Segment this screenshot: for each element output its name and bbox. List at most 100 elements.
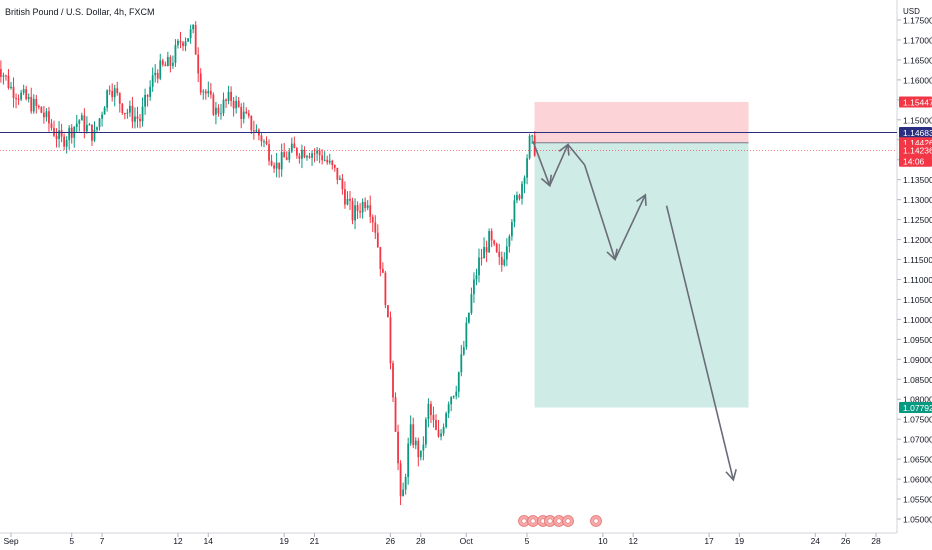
candle-down	[40, 107, 43, 113]
projection-arrows[interactable]	[532, 141, 737, 482]
candle-down	[278, 162, 281, 170]
candle-up	[467, 312, 470, 323]
candle-up	[20, 92, 23, 100]
candle-up	[242, 111, 245, 119]
candle-down	[295, 148, 298, 156]
price-tick-label: 1.10500	[903, 295, 932, 305]
horizontal-line-tag	[899, 126, 932, 138]
event-marker-dot	[565, 518, 571, 524]
candle-down	[260, 135, 263, 142]
candle-up	[220, 113, 222, 115]
price-tick-label: 1.05000	[903, 515, 932, 525]
candle-up	[65, 140, 68, 147]
short-position-tool[interactable]	[534, 101, 749, 408]
price-tick-label: 1.17000	[903, 35, 932, 45]
stop-loss-zone[interactable]	[534, 101, 749, 143]
price-tick-label: 1.05500	[903, 495, 932, 505]
candle-down	[60, 130, 63, 137]
price-tick-label: 1.16500	[903, 55, 932, 65]
price-tick-label: 1.11000	[903, 275, 932, 285]
candle-down	[53, 128, 55, 136]
time-tick-label: 5	[69, 536, 74, 546]
projection-arrow-segment[interactable]	[548, 144, 569, 186]
time-axis[interactable]: Sep 5 7 12 14 19 21 26 28 Oct 5 10 12 17 19 24 26 28	[3, 533, 881, 546]
candle-down	[371, 216, 374, 223]
candle-up	[177, 40, 179, 46]
candle-down	[321, 155, 324, 161]
candle-up	[306, 156, 308, 158]
take-profit-tag	[899, 402, 932, 414]
candle-down	[123, 113, 126, 115]
candle-down	[265, 141, 268, 145]
price-tick-label: 1.13500	[903, 175, 932, 185]
candle-up	[354, 205, 356, 221]
candle-down	[349, 198, 351, 201]
horizontal-line-tag-label: 1.14683	[903, 128, 932, 138]
time-tick-label: 28	[416, 536, 426, 546]
candle-down	[364, 201, 367, 208]
candle-down	[139, 118, 141, 122]
candle-down	[430, 403, 432, 415]
projection-arrow-segment[interactable]	[567, 144, 586, 166]
candle-down	[435, 420, 437, 430]
candle-down	[493, 240, 496, 244]
candle-up	[134, 116, 136, 122]
candle-up	[510, 222, 513, 237]
candle-down	[121, 103, 124, 114]
projection-arrow-segment[interactable]	[614, 194, 647, 260]
time-tick-label: 21	[310, 536, 320, 546]
candle-down	[397, 431, 399, 464]
candle-up	[129, 105, 131, 113]
candle-up	[290, 143, 293, 152]
candle-down	[303, 149, 306, 158]
candle-up	[316, 150, 319, 154]
candle-down	[156, 72, 159, 79]
price-axis[interactable]: 1.175001.170001.165001.160001.155001.150…	[897, 16, 932, 525]
candle-up	[460, 354, 463, 373]
candle-down	[399, 463, 402, 497]
candle-down	[387, 305, 389, 318]
candle-down	[25, 89, 28, 99]
stop-loss-tag	[899, 96, 932, 108]
candle-down	[50, 123, 53, 129]
candle-up	[98, 118, 101, 128]
projection-arrow-segment[interactable]	[532, 141, 551, 186]
take-profit-tag-label: 1.07792	[903, 403, 932, 413]
candle-down	[111, 90, 114, 98]
take-profit-zone[interactable]	[534, 142, 749, 408]
candle-up	[455, 391, 458, 397]
candle-up	[106, 90, 109, 108]
projection-arrow-segment[interactable]	[583, 164, 616, 260]
candle-up	[516, 195, 518, 201]
candle-down	[252, 130, 255, 132]
candle-down	[15, 97, 17, 99]
candle-up	[235, 100, 238, 109]
candle-down	[245, 111, 248, 114]
candle-down	[12, 86, 15, 98]
candle-down	[283, 152, 286, 158]
time-tick-label: 12	[628, 536, 638, 546]
candle-up	[2, 75, 5, 77]
candle-up	[172, 62, 174, 66]
candle-up	[422, 444, 425, 451]
projection-arrow-segment[interactable]	[665, 205, 735, 481]
candle-down	[136, 116, 139, 119]
candle-up	[45, 111, 48, 118]
candle-up	[113, 88, 116, 98]
candle-down	[7, 75, 10, 88]
stop-loss-tag-label: 1.15447	[903, 97, 932, 107]
time-tick-label: 24	[811, 536, 821, 546]
candle-up	[409, 424, 412, 444]
candle-up	[207, 90, 210, 94]
candlestick-series	[0, 21, 536, 506]
candle-up	[192, 25, 195, 30]
candle-down	[480, 257, 483, 259]
candle-up	[78, 120, 81, 124]
candle-up	[32, 98, 35, 112]
candle-up	[222, 99, 225, 114]
candle-down	[42, 112, 45, 118]
event-marker-dot	[593, 518, 599, 524]
candle-down	[0, 69, 2, 77]
